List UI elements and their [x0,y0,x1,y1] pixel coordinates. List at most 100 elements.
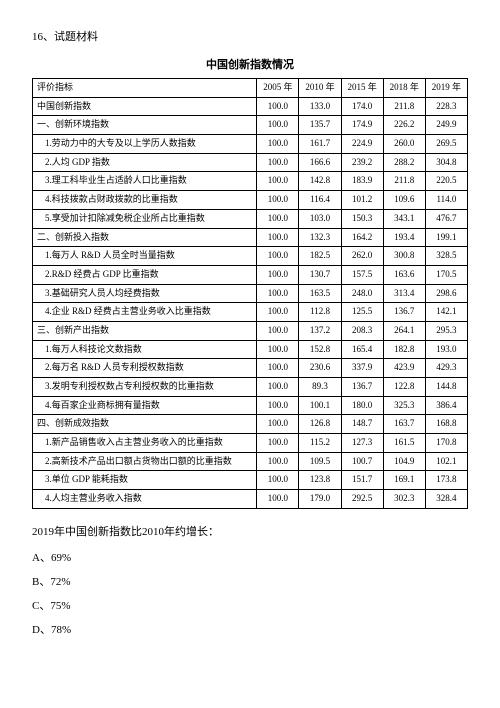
row-label: 1.每万人 R&D 人员全时当量指数 [33,247,257,266]
cell-value: 100.0 [257,340,299,359]
cell-value: 182.8 [383,340,425,359]
cell-value: 300.8 [383,247,425,266]
row-label: 一、创新环境指数 [33,116,257,135]
cell-value: 116.4 [299,191,341,210]
row-label: 1.新产品销售收入占主营业务收入的比重指数 [33,434,257,453]
cell-value: 100.0 [257,247,299,266]
cell-value: 343.1 [383,209,425,228]
row-label: 2.R&D 经费占 GDP 比重指数 [33,265,257,284]
table-row: 2.R&D 经费占 GDP 比重指数100.0130.7157.5163.617… [33,265,468,284]
cell-value: 100.0 [257,209,299,228]
cell-value: 100.0 [257,97,299,116]
cell-value: 100.0 [257,415,299,434]
cell-value: 193.4 [383,228,425,247]
cell-value: 103.0 [299,209,341,228]
row-label: 3.基础研究人员人均经费指数 [33,284,257,303]
row-label: 2.高新技术产品出口额占货物出口额的比重指数 [33,452,257,471]
cell-value: 137.2 [299,321,341,340]
cell-value: 157.5 [341,265,383,284]
answer-option[interactable]: A、69% [32,549,468,565]
cell-value: 152.8 [299,340,341,359]
row-label: 4.科技拨款占财政拨款的比重指数 [33,191,257,210]
cell-value: 104.9 [383,452,425,471]
cell-value: 248.0 [341,284,383,303]
cell-value: 100.0 [257,359,299,378]
cell-value: 136.7 [383,303,425,322]
table-row: 4.企业 R&D 经费占主营业务收入比重指数100.0112.8125.5136… [33,303,468,322]
table-row: 1.劳动力中的大专及以上学历人数指数100.0161.7224.9260.026… [33,135,468,154]
cell-value: 298.6 [425,284,467,303]
answer-option[interactable]: B、72% [32,573,468,589]
row-label: 中国创新指数 [33,97,257,116]
row-label: 4.企业 R&D 经费占主营业务收入比重指数 [33,303,257,322]
cell-value: 100.0 [257,172,299,191]
cell-value: 127.3 [341,434,383,453]
cell-value: 100.0 [257,471,299,490]
cell-value: 288.2 [383,153,425,172]
cell-value: 208.3 [341,321,383,340]
cell-value: 337.9 [341,359,383,378]
row-label: 2.人均 GDP 指数 [33,153,257,172]
cell-value: 89.3 [299,378,341,397]
cell-value: 429.3 [425,359,467,378]
cell-value: 151.7 [341,471,383,490]
cell-value: 161.7 [299,135,341,154]
answer-option[interactable]: D、78% [32,621,468,637]
cell-value: 101.2 [341,191,383,210]
cell-value: 295.3 [425,321,467,340]
table-row: 5.享受加计扣除减免税企业所占比重指数100.0103.0150.3343.14… [33,209,468,228]
cell-value: 100.0 [257,434,299,453]
cell-value: 262.0 [341,247,383,266]
table-row: 1.每万人科技论文数指数100.0152.8165.4182.8193.0 [33,340,468,359]
cell-value: 100.0 [257,321,299,340]
cell-value: 211.8 [383,97,425,116]
cell-value: 165.4 [341,340,383,359]
cell-value: 260.0 [383,135,425,154]
table-row: 3.理工科毕业生占适龄人口比重指数100.0142.8183.9211.8220… [33,172,468,191]
cell-value: 100.0 [257,396,299,415]
cell-value: 100.0 [257,116,299,135]
table-row: 1.新产品销售收入占主营业务收入的比重指数100.0115.2127.3161.… [33,434,468,453]
cell-value: 313.4 [383,284,425,303]
row-label: 3.理工科毕业生占适龄人口比重指数 [33,172,257,191]
cell-value: 136.7 [341,378,383,397]
cell-value: 180.0 [341,396,383,415]
table-row: 三、创新产出指数100.0137.2208.3264.1295.3 [33,321,468,340]
cell-value: 164.2 [341,228,383,247]
table-row: 中国创新指数100.0133.0174.0211.8228.3 [33,97,468,116]
table-row: 一、创新环境指数100.0135.7174.9226.2249.9 [33,116,468,135]
col-header: 2019 年 [425,79,467,98]
cell-value: 249.9 [425,116,467,135]
table-row: 2.人均 GDP 指数100.0166.6239.2288.2304.8 [33,153,468,172]
cell-value: 168.8 [425,415,467,434]
cell-value: 115.2 [299,434,341,453]
cell-value: 100.1 [299,396,341,415]
cell-value: 239.2 [341,153,383,172]
row-label: 3.单位 GDP 能耗指数 [33,471,257,490]
cell-value: 100.0 [257,452,299,471]
cell-value: 169.1 [383,471,425,490]
table-row: 四、创新成效指数100.0126.8148.7163.7168.8 [33,415,468,434]
cell-value: 100.0 [257,135,299,154]
cell-value: 100.0 [257,284,299,303]
question-prefix: 16、试题材料 [32,28,468,44]
answer-option[interactable]: C、75% [32,597,468,613]
cell-value: 386.4 [425,396,467,415]
cell-value: 130.7 [299,265,341,284]
cell-value: 144.8 [425,378,467,397]
cell-value: 163.7 [383,415,425,434]
cell-value: 148.7 [341,415,383,434]
cell-value: 230.6 [299,359,341,378]
cell-value: 166.6 [299,153,341,172]
cell-value: 142.8 [299,172,341,191]
cell-value: 109.6 [383,191,425,210]
cell-value: 179.0 [299,490,341,509]
table-row: 4.每百家企业商标拥有量指数100.0100.1180.0325.3386.4 [33,396,468,415]
table-row: 二、创新投入指数100.0132.3164.2193.4199.1 [33,228,468,247]
table-header-row: 评价指标 2005 年 2010 年 2015 年 2018 年 2019 年 [33,79,468,98]
cell-value: 126.8 [299,415,341,434]
cell-value: 102.1 [425,452,467,471]
cell-value: 150.3 [341,209,383,228]
cell-value: 100.0 [257,228,299,247]
table-row: 4.人均主营业务收入指数100.0179.0292.5302.3328.4 [33,490,468,509]
